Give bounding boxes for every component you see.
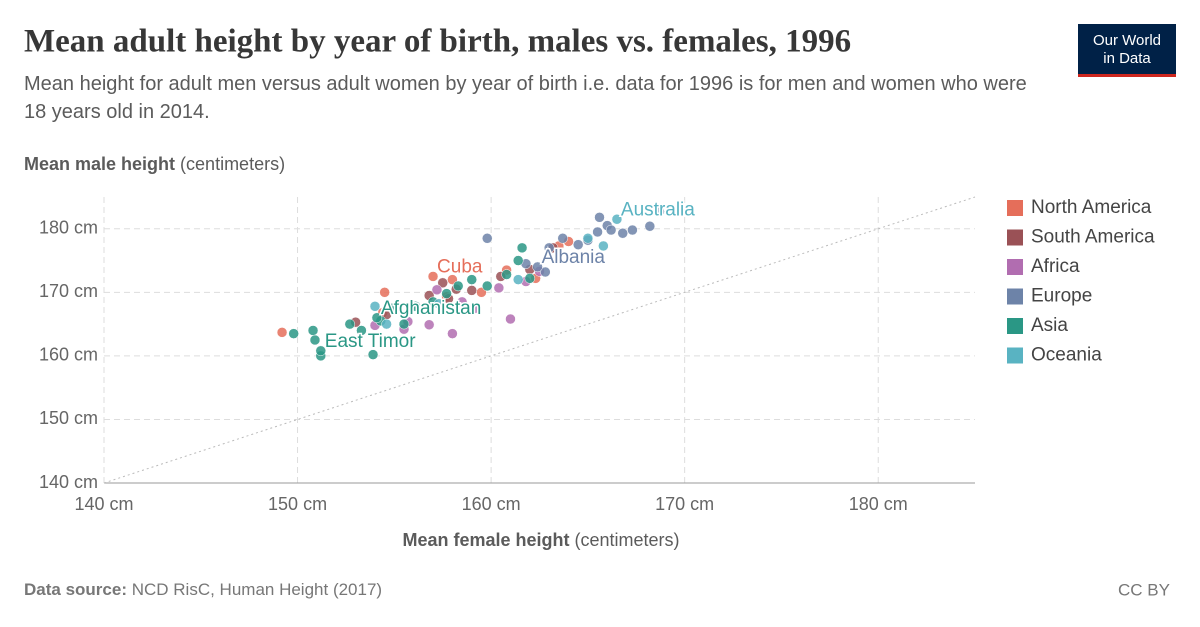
y-tick-label: 180 cm (39, 218, 98, 238)
point (387, 302, 398, 314)
y-tick-label: 140 cm (39, 472, 98, 492)
point (466, 285, 478, 296)
point-label: Albania (542, 247, 606, 268)
point (512, 255, 524, 266)
point (307, 325, 319, 336)
point (423, 319, 435, 330)
legend-label: Asia (1031, 315, 1068, 336)
y-tick-label: 160 cm (39, 345, 98, 365)
point (611, 213, 623, 225)
x-tick-label: 140 cm (74, 494, 133, 514)
point-label: East Timor (325, 331, 416, 352)
point-label: Afghanistan (381, 298, 481, 319)
point (605, 224, 617, 236)
point (452, 280, 464, 292)
x-axis-label: Mean female height (centimeters) (402, 530, 679, 550)
point (543, 242, 555, 254)
point (344, 318, 356, 330)
point (309, 334, 321, 346)
point (481, 280, 493, 292)
legend-label: South America (1031, 227, 1155, 248)
x-tick-label: 150 cm (268, 494, 327, 514)
axes: 140 cm 150 cm 160 cm 170 cm 180 cm 140 cm 150 … (39, 197, 975, 514)
y-tick-label: 150 cm (39, 408, 98, 428)
y-axis-label: Mean male height (centimeters) (24, 154, 285, 174)
point (594, 212, 605, 223)
source-text: NCD RisC, Human Height (2017) (132, 580, 382, 599)
legend-label: Oceania (1031, 345, 1102, 366)
point (557, 233, 568, 244)
legend-label: Europe (1031, 286, 1092, 307)
point (524, 273, 536, 284)
x-tick-label: 170 cm (655, 494, 714, 514)
legend-swatch (1007, 288, 1023, 305)
legend-label: North America (1031, 197, 1152, 218)
source-label: Data source: (24, 580, 127, 599)
point (367, 349, 379, 360)
point (371, 312, 383, 324)
point (617, 227, 628, 239)
point (466, 274, 478, 285)
point (493, 282, 505, 294)
subtitle-box: Mean height for adult men versus adult w… (24, 73, 1027, 123)
point (540, 266, 551, 278)
point-label: Australia (621, 199, 695, 220)
point (315, 345, 327, 357)
point (501, 269, 512, 280)
x-axis-label-unit: (centimeters) (575, 530, 680, 550)
legend-swatch (1007, 229, 1023, 246)
point (592, 226, 603, 238)
point (431, 284, 443, 296)
x-axis-label-main: Mean female height (402, 530, 569, 550)
point (627, 224, 638, 236)
point (381, 318, 392, 330)
point (644, 220, 656, 232)
point (427, 271, 439, 282)
source: Data source: NCD RisC, Human Height (201… (24, 580, 382, 599)
chart-subtitle: Mean height for adult men versus adult w… (24, 73, 1027, 123)
y-tick-label: 170 cm (39, 281, 98, 301)
point (532, 261, 543, 273)
x-tick-label: 180 cm (849, 494, 908, 514)
point (456, 296, 468, 308)
point (582, 233, 594, 244)
equal-line (103, 196, 976, 484)
logo-text: Our World (1093, 32, 1161, 49)
point (410, 301, 421, 312)
point (447, 328, 458, 339)
point (598, 240, 609, 252)
point (433, 298, 445, 310)
chart-title: Mean adult height by year of birth, male… (24, 24, 851, 60)
legend-swatch (1007, 318, 1023, 334)
point (398, 318, 410, 330)
legend-label: Africa (1031, 256, 1080, 277)
point (470, 302, 481, 314)
point (276, 327, 288, 338)
legend-swatch (1007, 200, 1023, 216)
point (369, 301, 381, 312)
point (654, 206, 665, 217)
point (441, 288, 452, 299)
point (437, 277, 448, 289)
point (356, 325, 367, 336)
logo-stripe (1078, 74, 1176, 77)
license: CC BY (1118, 580, 1170, 599)
point (512, 274, 524, 285)
point (505, 313, 516, 325)
legend-swatch (1007, 347, 1023, 364)
point-label: Cuba (437, 256, 483, 277)
y-axis-label-unit: (centimeters) (180, 154, 285, 174)
point (572, 239, 584, 250)
point (379, 287, 390, 298)
logo-box (1078, 24, 1176, 77)
x-tick-label: 160 cm (462, 494, 521, 514)
logo-text: in Data (1103, 50, 1151, 67)
y-axis-label-main: Mean male height (24, 154, 175, 174)
point (516, 242, 528, 254)
legend-swatch (1007, 259, 1023, 275)
point (481, 233, 493, 244)
point (288, 328, 299, 339)
